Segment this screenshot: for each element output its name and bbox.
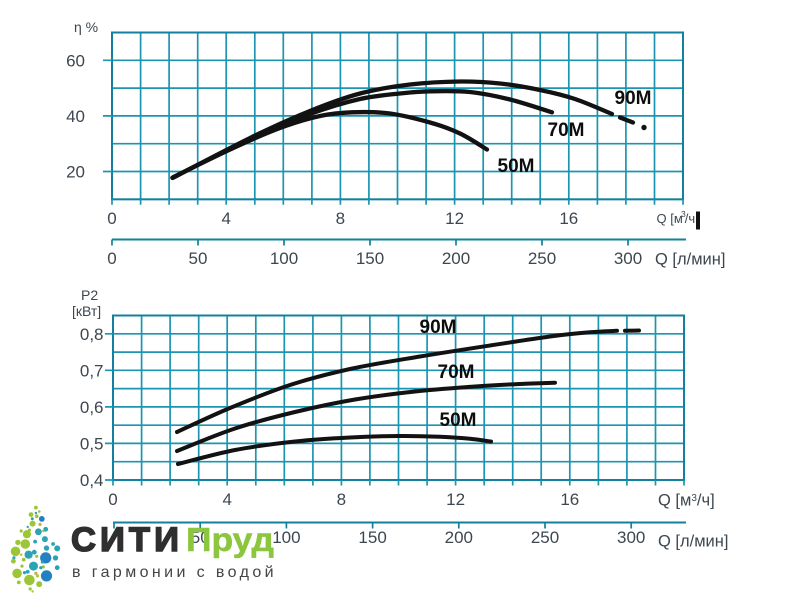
svg-text:250: 250 [528, 249, 556, 268]
svg-text:4: 4 [221, 209, 230, 228]
svg-text:20: 20 [66, 163, 85, 182]
svg-text:0: 0 [108, 490, 117, 509]
svg-text:250: 250 [531, 528, 559, 547]
svg-text:50M: 50M [498, 156, 535, 177]
svg-text:0,5: 0,5 [80, 434, 104, 453]
svg-text:в гармонии с водой: в гармонии с водой [72, 564, 277, 581]
svg-text:[кВт]: [кВт] [72, 303, 101, 319]
svg-text:4: 4 [222, 490, 231, 509]
svg-text:50: 50 [191, 528, 210, 547]
svg-text:0,6: 0,6 [80, 398, 104, 417]
svg-text:8: 8 [336, 209, 345, 228]
svg-text:100: 100 [272, 528, 300, 547]
svg-text:200: 200 [442, 249, 470, 268]
svg-text:12: 12 [445, 209, 464, 228]
svg-text:150: 150 [356, 249, 384, 268]
svg-text:Q [л/мин]: Q [л/мин] [655, 251, 725, 269]
svg-text:8: 8 [337, 490, 346, 509]
svg-text:0,7: 0,7 [80, 361, 104, 380]
svg-text:Пруд: Пруд [186, 521, 274, 558]
svg-text:12: 12 [446, 490, 465, 509]
svg-text:90M: 90M [615, 88, 652, 109]
svg-text:16: 16 [560, 490, 579, 509]
svg-text:P2: P2 [81, 287, 98, 303]
svg-text:70M: 70M [438, 362, 475, 383]
svg-text:0: 0 [107, 209, 116, 228]
svg-text:/ч: /ч [685, 211, 695, 226]
svg-text:0,4: 0,4 [80, 471, 104, 490]
svg-text:0,8: 0,8 [80, 325, 104, 344]
svg-text:0: 0 [107, 249, 116, 268]
svg-text:200: 200 [445, 528, 473, 547]
svg-text:90M: 90M [420, 317, 457, 338]
svg-text:η %: η % [74, 19, 98, 35]
svg-text:300: 300 [617, 528, 645, 547]
svg-text:Q [м: Q [м [657, 211, 683, 226]
svg-text:Q [л/мин]: Q [л/мин] [658, 533, 728, 551]
svg-text:40: 40 [66, 107, 85, 126]
svg-text:16: 16 [559, 209, 578, 228]
svg-text:300: 300 [614, 249, 642, 268]
svg-text:50M: 50M [440, 410, 477, 431]
svg-text:Q [м3/ч]: Q [м3/ч] [658, 492, 715, 510]
svg-text:СИТИ: СИТИ [71, 521, 183, 559]
svg-text:150: 150 [358, 528, 386, 547]
svg-text:60: 60 [66, 51, 85, 70]
svg-text:100: 100 [270, 249, 298, 268]
svg-text:70M: 70M [548, 120, 585, 141]
svg-text:50: 50 [189, 249, 208, 268]
svg-text:3: 3 [681, 209, 686, 219]
